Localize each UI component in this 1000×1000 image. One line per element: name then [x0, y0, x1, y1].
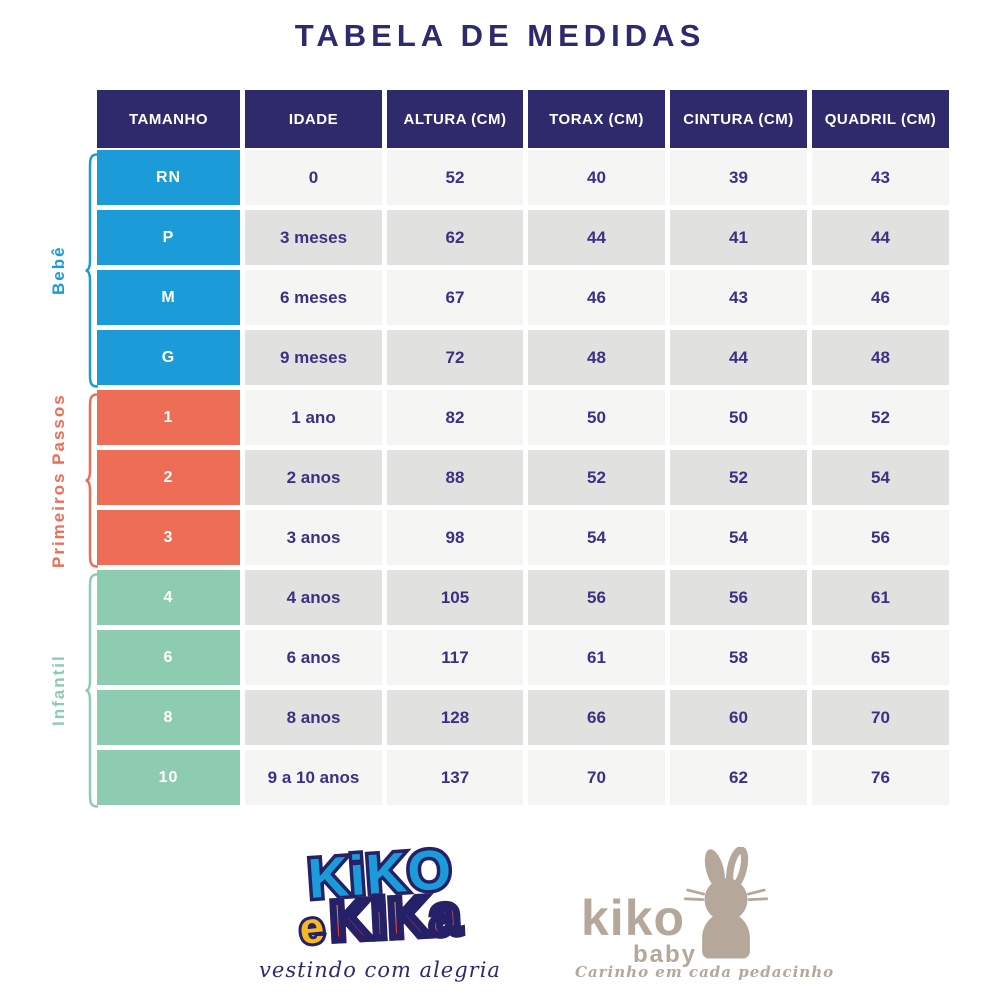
data-cell: 0 [245, 150, 382, 205]
column-header: CINTURA (CM) [670, 90, 807, 148]
size-cell: 6 [97, 630, 240, 685]
e-word: e [294, 900, 329, 957]
data-cell: 105 [387, 570, 523, 625]
data-cell: 2 anos [245, 450, 382, 505]
kiko-wordmark-line2: e KiKa [250, 879, 510, 957]
data-cell: 46 [528, 270, 665, 325]
data-cell: 9 a 10 anos [245, 750, 382, 805]
kiko-e-kika-logo: KiKO e KiKa vestindo com alegria [250, 834, 510, 982]
data-cell: 128 [387, 690, 523, 745]
size-cell: 2 [97, 450, 240, 505]
data-cell: 72 [387, 330, 523, 385]
data-cell: 62 [670, 750, 807, 805]
data-cell: 137 [387, 750, 523, 805]
column-header: TAMANHO [97, 90, 240, 148]
data-cell: 117 [387, 630, 523, 685]
data-cell: 52 [528, 450, 665, 505]
data-cell: 44 [528, 210, 665, 265]
section-brace [85, 153, 98, 388]
data-cell: 48 [812, 330, 949, 385]
section-label-infantil: Infantil [49, 654, 68, 727]
data-cell: 8 anos [245, 690, 382, 745]
column-header: TORAX (CM) [528, 90, 665, 148]
size-cell: 1 [97, 390, 240, 445]
section-brace [85, 393, 98, 568]
data-cell: 98 [387, 510, 523, 565]
data-cell: 43 [670, 270, 807, 325]
data-cell: 4 anos [245, 570, 382, 625]
data-cell: 52 [670, 450, 807, 505]
data-cell: 61 [812, 570, 949, 625]
data-cell: 58 [670, 630, 807, 685]
section-label-bebe: Bebê [49, 245, 68, 296]
data-cell: 54 [812, 450, 949, 505]
column-header: QUADRIL (CM) [812, 90, 949, 148]
data-cell: 41 [670, 210, 807, 265]
data-cell: 54 [670, 510, 807, 565]
data-cell: 66 [528, 690, 665, 745]
size-cell: 8 [97, 690, 240, 745]
section-brace [85, 573, 98, 808]
size-cell: 3 [97, 510, 240, 565]
kiko-baby-tagline: Carinho em cada pedacinho [575, 963, 835, 981]
data-cell: 62 [387, 210, 523, 265]
data-cell: 6 meses [245, 270, 382, 325]
data-cell: 52 [812, 390, 949, 445]
data-cell: 76 [812, 750, 949, 805]
data-cell: 54 [528, 510, 665, 565]
data-cell: 70 [528, 750, 665, 805]
column-header: ALTURA (CM) [387, 90, 523, 148]
data-cell: 88 [387, 450, 523, 505]
data-cell: 61 [528, 630, 665, 685]
data-cell: 1 ano [245, 390, 382, 445]
data-cell: 65 [812, 630, 949, 685]
column-header: IDADE [245, 90, 382, 148]
data-cell: 70 [812, 690, 949, 745]
data-cell: 50 [528, 390, 665, 445]
data-cell: 56 [528, 570, 665, 625]
data-cell: 44 [812, 210, 949, 265]
data-cell: 44 [670, 330, 807, 385]
data-cell: 67 [387, 270, 523, 325]
data-cell: 50 [670, 390, 807, 445]
size-cell: M [97, 270, 240, 325]
kiko-baby-logo: kiko baby Carinho em cada [575, 845, 835, 995]
data-cell: 3 anos [245, 510, 382, 565]
data-cell: 6 anos [245, 630, 382, 685]
data-cell: 3 meses [245, 210, 382, 265]
kika-word: KiKa [325, 879, 467, 956]
data-cell: 39 [670, 150, 807, 205]
size-cell: 4 [97, 570, 240, 625]
data-cell: 60 [670, 690, 807, 745]
data-cell: 9 meses [245, 330, 382, 385]
measurements-table: TAMANHO IDADE ALTURA (CM) TORAX (CM) CINTURA… [97, 90, 949, 805]
size-cell: P [97, 210, 240, 265]
data-cell: 46 [812, 270, 949, 325]
data-cell: 82 [387, 390, 523, 445]
size-cell: 10 [97, 750, 240, 805]
kiko-baby-name: kiko [581, 890, 686, 946]
data-cell: 40 [528, 150, 665, 205]
section-label-primeiros-passos: Primeiros Passos [49, 393, 68, 568]
data-cell: 56 [812, 510, 949, 565]
size-cell: RN [97, 150, 240, 205]
data-cell: 48 [528, 330, 665, 385]
data-cell: 52 [387, 150, 523, 205]
data-cell: 56 [670, 570, 807, 625]
page-title: TABELA DE MEDIDAS [294, 18, 706, 53]
kiko-baby-sub: baby [633, 941, 698, 968]
bunny-icon [683, 846, 769, 966]
data-cell: 43 [812, 150, 949, 205]
kiko-e-kika-tagline: vestindo com alegria [259, 958, 501, 982]
size-cell: G [97, 330, 240, 385]
